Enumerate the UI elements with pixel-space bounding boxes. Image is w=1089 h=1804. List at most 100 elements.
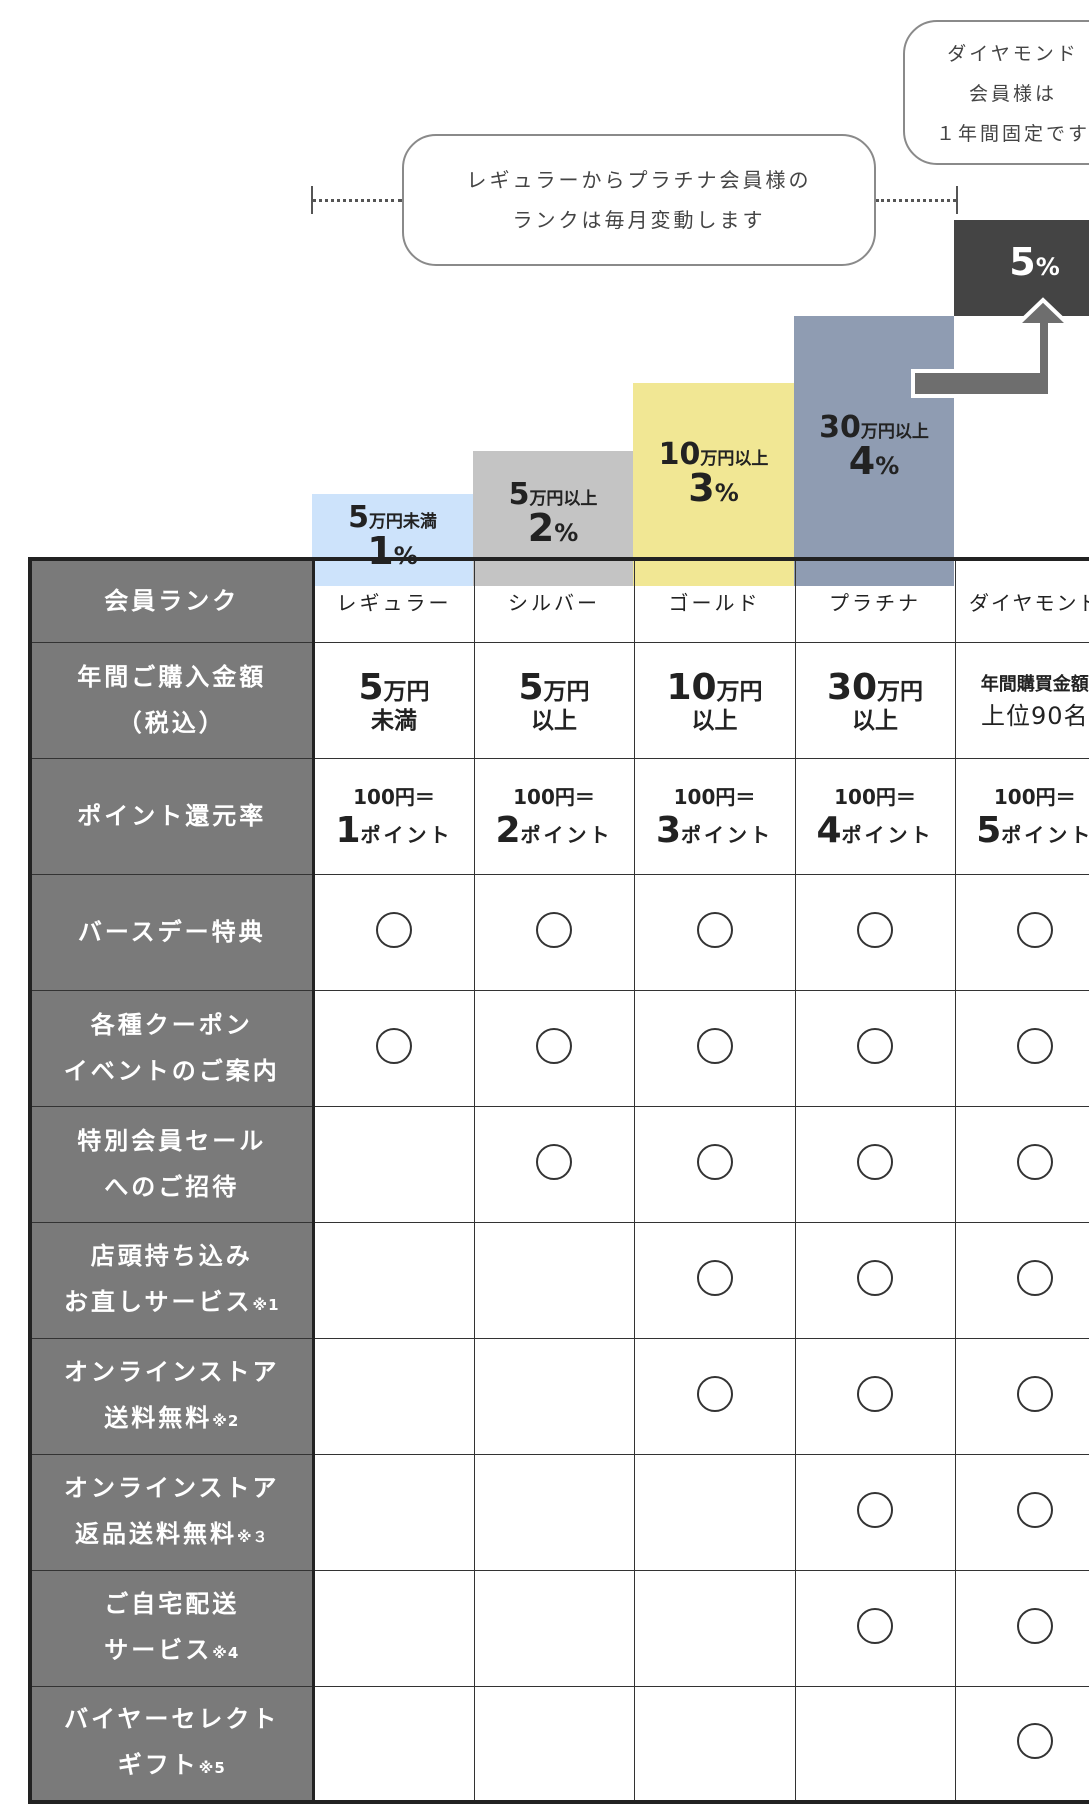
bar-gold: 10万円以上 3% [633,383,794,586]
benefit-cell [794,989,956,1107]
header-coupon-line1: 各種クーポン [90,1011,253,1039]
circle-mark-icon [696,1028,733,1064]
row-repair: 店頭持ち込み お直しサービス※1 [29,1221,1089,1339]
bar-gold-threshold: 10万円以上 [658,437,769,472]
circle-mark-icon [857,1144,893,1180]
circle-mark-icon [857,912,893,948]
header-gift: バイヤーセレクト ギフト※5 [29,1685,315,1803]
header-amount: 年間ご購入金額 （税込） [29,641,315,759]
diamond-fixed-note-line2: 会員様は [968,83,1057,105]
header-returns-line1: オンラインストア [63,1473,280,1502]
footnote-mark: ※5 [198,1758,226,1777]
circle-mark-icon [536,1028,572,1064]
circle-mark-icon [857,1376,893,1412]
circle-mark-icon [536,912,572,948]
circle-mark-icon [857,1492,893,1528]
circle-mark-icon [1016,912,1053,948]
benefit-cell [794,873,956,991]
benefit-cell [954,873,1089,991]
row-sale: 特別会員セール へのご招待 [29,1105,1089,1223]
benefit-cell [794,1221,956,1339]
benefit-cell [794,1685,956,1803]
header-sale-line2: へのご招待 [104,1173,240,1201]
points-cell: 100円＝ 4ポイント [794,757,956,875]
header-shipping-line1: オンラインストア [63,1357,280,1386]
circle-mark-icon [376,912,412,948]
benefit-cell [633,873,796,991]
monthly-bracket-right-tick [956,186,958,214]
points-cell: 100円＝ 5ポイント [954,757,1089,875]
benefit-cell [473,1685,635,1803]
footnote-mark: ※３ [236,1527,269,1546]
circle-mark-icon [857,1028,893,1064]
benefit-cell [633,1221,796,1339]
amount-cell: 5万円 以上 [473,641,635,759]
rank-gold: ゴールド [668,590,761,615]
benefit-cell [473,1105,635,1223]
benefit-cell [633,1337,796,1455]
header-shipping-line2: 送料無料※2 [104,1403,240,1432]
bar-platinum-threshold: 30万円以上 [819,410,929,445]
circle-mark-icon [1016,1723,1053,1760]
row-rank: 会員ランク レギュラー シルバー ゴールド プラチナ ダイヤモンド [29,558,1089,643]
points-cell: 100円＝ 1ポイント [312,757,475,875]
row-amount: 年間ご購入金額 （税込） 5万円 未満 5万円 以上 10万円 以上 30万円 以上 年… [29,641,1089,759]
header-gift-line1: バイヤーセレクト [64,1704,280,1733]
benefit-cell [312,1337,475,1455]
circle-mark-icon [1016,1144,1053,1180]
benefit-cell [954,989,1089,1107]
circle-mark-icon [696,1144,733,1180]
bar-diamond: 5% [954,220,1089,316]
header-repair-line1: 店頭持ち込み [90,1241,253,1270]
benefit-cell [954,1453,1089,1571]
benefit-cell [794,1569,956,1687]
row-points: ポイント還元率 100円＝ 1ポイント 100円＝ 2ポイント 100円＝ 3ポイント… [29,757,1089,875]
rank-platinum: プラチナ [829,590,921,615]
points-cell: 100円＝ 3ポイント [633,757,796,875]
monthly-change-note-line1: レギュラーからプラチナ会員様の [466,168,812,192]
benefit-cell [633,1685,796,1803]
benefit-cell [473,1453,635,1571]
header-delivery-line2: サービス※4 [104,1635,240,1664]
footnote-mark: ※4 [212,1643,240,1662]
benefit-cell [473,1569,635,1687]
amount-cell: 5万円 未満 [312,641,475,759]
benefit-cell [633,989,796,1107]
circle-mark-icon [1016,1260,1053,1296]
upgrade-arrow-icon [911,297,1070,398]
header-birthday: バースデー特典 [29,873,315,991]
rank-cell: シルバー [473,558,635,643]
diamond-fixed-note: ダイヤモンド 会員様は １年間固定です [903,20,1089,165]
amount-cell: 10万円 以上 [633,641,796,759]
bar-silver-threshold: 5万円以上 [508,477,598,512]
benefit-cell [473,1221,635,1339]
bar-gold-rate: 3% [688,466,739,510]
benefit-cell [633,1569,796,1687]
benefit-cell [954,1221,1089,1339]
row-returns: オンラインストア 返品送料無料※３ [29,1453,1089,1571]
header-delivery-line1: ご自宅配送 [104,1589,240,1618]
header-sale-line1: 特別会員セール [77,1127,267,1155]
monthly-change-note-line2: ランクは毎月変動します [512,208,766,232]
benefit-cell [954,1105,1089,1223]
benefit-cell [794,1453,956,1571]
benefit-cell [633,1453,796,1571]
circle-mark-icon [857,1608,893,1644]
header-coupon: 各種クーポン イベントのご案内 [29,989,315,1107]
benefit-cell [794,1105,956,1223]
footnote-mark: ※1 [252,1295,280,1314]
membership-comparison-table: 会員ランク レギュラー シルバー ゴールド プラチナ ダイヤモンド 年間ご購入金… [28,557,1089,1804]
rank-cell: レギュラー [312,558,475,643]
header-amount-line1: 年間ご購入金額 [77,663,267,691]
amount-cell: 30万円 以上 [794,641,956,759]
header-amount-line2: （税込） [117,709,226,737]
bar-platinum-rate: 4% [848,439,900,483]
benefit-cell [954,1337,1089,1455]
monthly-bracket-right-line [876,199,956,202]
circle-mark-icon [857,1260,893,1296]
benefit-cell [473,873,635,991]
benefit-cell [312,1453,475,1571]
points-cell: 100円＝ 2ポイント [473,757,635,875]
circle-mark-icon [1016,1376,1053,1412]
row-delivery: ご自宅配送 サービス※4 [29,1569,1089,1687]
